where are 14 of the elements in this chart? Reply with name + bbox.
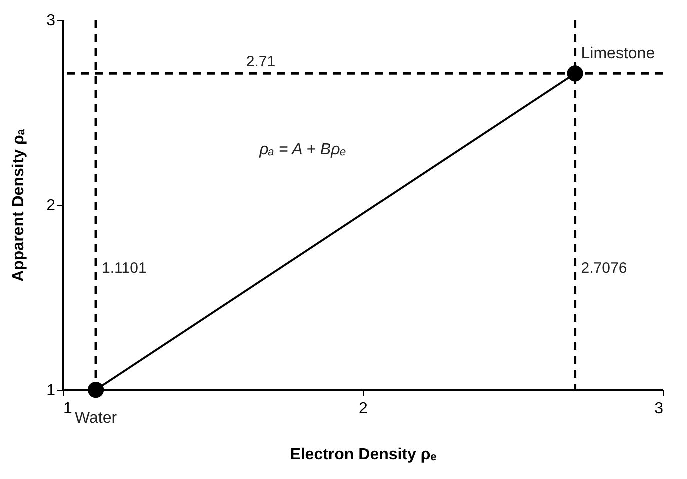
ref-line-label: 2.71: [246, 54, 276, 71]
y-tick-label: 1: [46, 382, 56, 400]
y-tick-label: 3: [46, 12, 56, 30]
x-tick-label: 3: [654, 400, 664, 418]
ref-line-label: 2.7076: [581, 260, 628, 277]
x-tick-label: 2: [359, 400, 368, 418]
annotation: Limestone: [581, 46, 656, 63]
annotation: ρₐ = A + Bρₑ: [258, 142, 346, 158]
y-tick-label: 2: [46, 198, 56, 214]
y-axis-title: Apparent Density ρₐ: [10, 129, 28, 282]
annotation: Water: [74, 410, 118, 427]
x-tick-label: 1: [64, 400, 72, 418]
ref-line-label: 1.1101: [102, 260, 147, 277]
x-axis-title: Electron Density ρₑ: [290, 446, 437, 464]
